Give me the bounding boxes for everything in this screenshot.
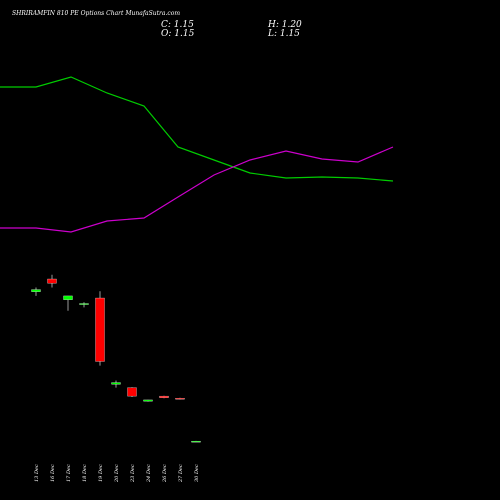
candle-body: [159, 395, 169, 398]
candle-body: [31, 289, 41, 292]
date-tick-label: 26 Dec: [162, 464, 168, 483]
date-tick-label: 17 Dec: [66, 464, 72, 482]
candle-body: [175, 398, 185, 400]
candle-body: [143, 399, 153, 402]
chart-title: SHRIRAMFIN 810 PE Options Chart MunafaSu…: [12, 10, 181, 17]
high-value: H: 1.20: [268, 20, 302, 30]
candle-body: [79, 303, 89, 305]
date-axis-labels: 13 Dec 16 Dec 17 Dec 18 Dec 19 Dec 20 Dec 23 D…: [34, 464, 200, 483]
candle-body: [191, 440, 201, 443]
candle-body: [111, 382, 121, 385]
open-value: O: 1.15: [161, 29, 195, 39]
indicator-line-magenta: [0, 146, 394, 233]
candle-body: [47, 278, 57, 284]
low-value: L: 1.15: [268, 29, 300, 39]
candle-body: [95, 297, 105, 362]
indicator-lines: [0, 76, 394, 233]
date-tick-label: 24 Dec: [146, 464, 152, 483]
close-value: C: 1.15: [161, 20, 194, 30]
candlesticks: [31, 274, 201, 443]
candle-body: [63, 295, 73, 300]
date-tick-label: 13 Dec: [34, 464, 40, 482]
date-tick-label: 20 Dec: [114, 464, 120, 483]
indicator-line-green: [0, 76, 394, 182]
date-tick-label: 16 Dec: [50, 464, 56, 482]
date-tick-label: 19 Dec: [98, 464, 104, 482]
date-tick-label: 30 Dec: [194, 464, 200, 482]
date-tick-label: 18 Dec: [82, 464, 88, 482]
candle-body: [127, 387, 137, 397]
date-tick-label: 23 Dec: [130, 464, 136, 483]
date-tick-label: 27 Dec: [178, 464, 184, 483]
